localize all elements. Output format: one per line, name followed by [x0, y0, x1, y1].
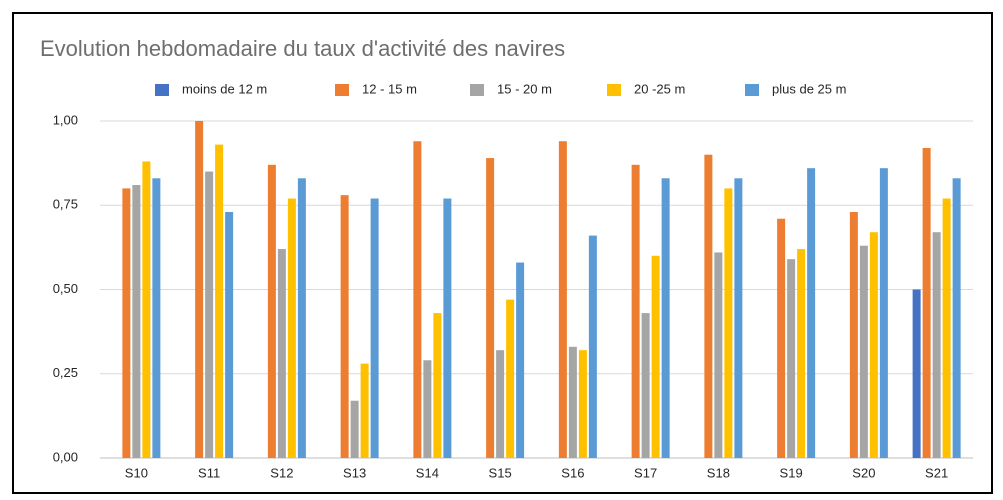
bar: [205, 171, 214, 459]
bar: [350, 400, 359, 458]
x-tick-label: S11: [198, 465, 220, 480]
bar: [588, 235, 597, 458]
bar: [443, 198, 452, 458]
bar: [777, 218, 786, 458]
x-tick-label: S19: [780, 465, 803, 480]
bar: [267, 164, 276, 458]
bar: [859, 245, 868, 458]
x-tick-label: S20: [852, 465, 875, 480]
bar: [734, 178, 743, 459]
x-tick-label: S18: [707, 465, 730, 480]
x-tick-label: S17: [634, 465, 657, 480]
bar: [714, 252, 723, 458]
bar: [787, 259, 796, 458]
bar: [922, 147, 931, 458]
x-tick-label: S12: [270, 465, 293, 480]
bar: [661, 178, 670, 459]
bar: [433, 313, 442, 458]
bar: [340, 195, 349, 458]
bar: [142, 161, 151, 458]
legend-swatch: [607, 84, 621, 96]
bar: [423, 360, 432, 458]
bar: [651, 255, 660, 458]
y-tick-label: 0,50: [53, 281, 78, 296]
bar: [807, 168, 816, 458]
bar: [631, 164, 640, 458]
bar: [413, 141, 422, 458]
bar: [287, 198, 296, 458]
bar: [152, 178, 161, 459]
legend-swatch: [470, 84, 484, 96]
bar: [797, 249, 806, 458]
bar: [297, 178, 306, 459]
x-tick-label: S16: [561, 465, 584, 480]
legend-swatch: [155, 84, 169, 96]
bar: [704, 154, 713, 458]
bar: [277, 249, 286, 458]
bar: [724, 188, 733, 458]
legend-swatch: [745, 84, 759, 96]
bar: [578, 350, 587, 458]
bar: [370, 198, 379, 458]
x-tick-label: S13: [343, 465, 366, 480]
bar: [912, 289, 921, 458]
bar: [506, 299, 515, 458]
bar: [879, 168, 888, 458]
bar: [225, 211, 234, 458]
bar: [942, 198, 951, 458]
x-tick-label: S15: [489, 465, 512, 480]
x-tick-label: S21: [925, 465, 948, 480]
bar: [568, 346, 577, 458]
legend-swatch: [335, 84, 349, 96]
bar: [496, 350, 505, 458]
bar: [122, 188, 131, 458]
y-tick-label: 0,00: [53, 449, 78, 464]
bar: [932, 232, 941, 458]
bar: [558, 141, 567, 458]
bar: [869, 232, 878, 458]
bar: [486, 158, 495, 458]
bar: [195, 121, 204, 458]
bar: [215, 144, 224, 458]
legend-label: moins de 12 m: [182, 81, 267, 96]
bar: [516, 262, 525, 458]
legend-label: 12 - 15 m: [362, 81, 417, 96]
legend-label: 20 -25 m: [634, 81, 685, 96]
y-tick-label: 0,75: [53, 197, 78, 212]
y-tick-label: 0,25: [53, 365, 78, 380]
legend-label: plus de 25 m: [772, 81, 846, 96]
x-tick-label: S14: [416, 465, 439, 480]
bar: [641, 313, 650, 458]
bar: [849, 211, 858, 458]
x-tick-label: S10: [125, 465, 148, 480]
bar: [952, 178, 961, 459]
bar: [132, 185, 141, 458]
legend-label: 15 - 20 m: [497, 81, 552, 96]
bar: [360, 363, 369, 458]
y-tick-label: 1,00: [53, 112, 78, 127]
chart-title: Evolution hebdomadaire du taux d'activit…: [40, 36, 565, 61]
